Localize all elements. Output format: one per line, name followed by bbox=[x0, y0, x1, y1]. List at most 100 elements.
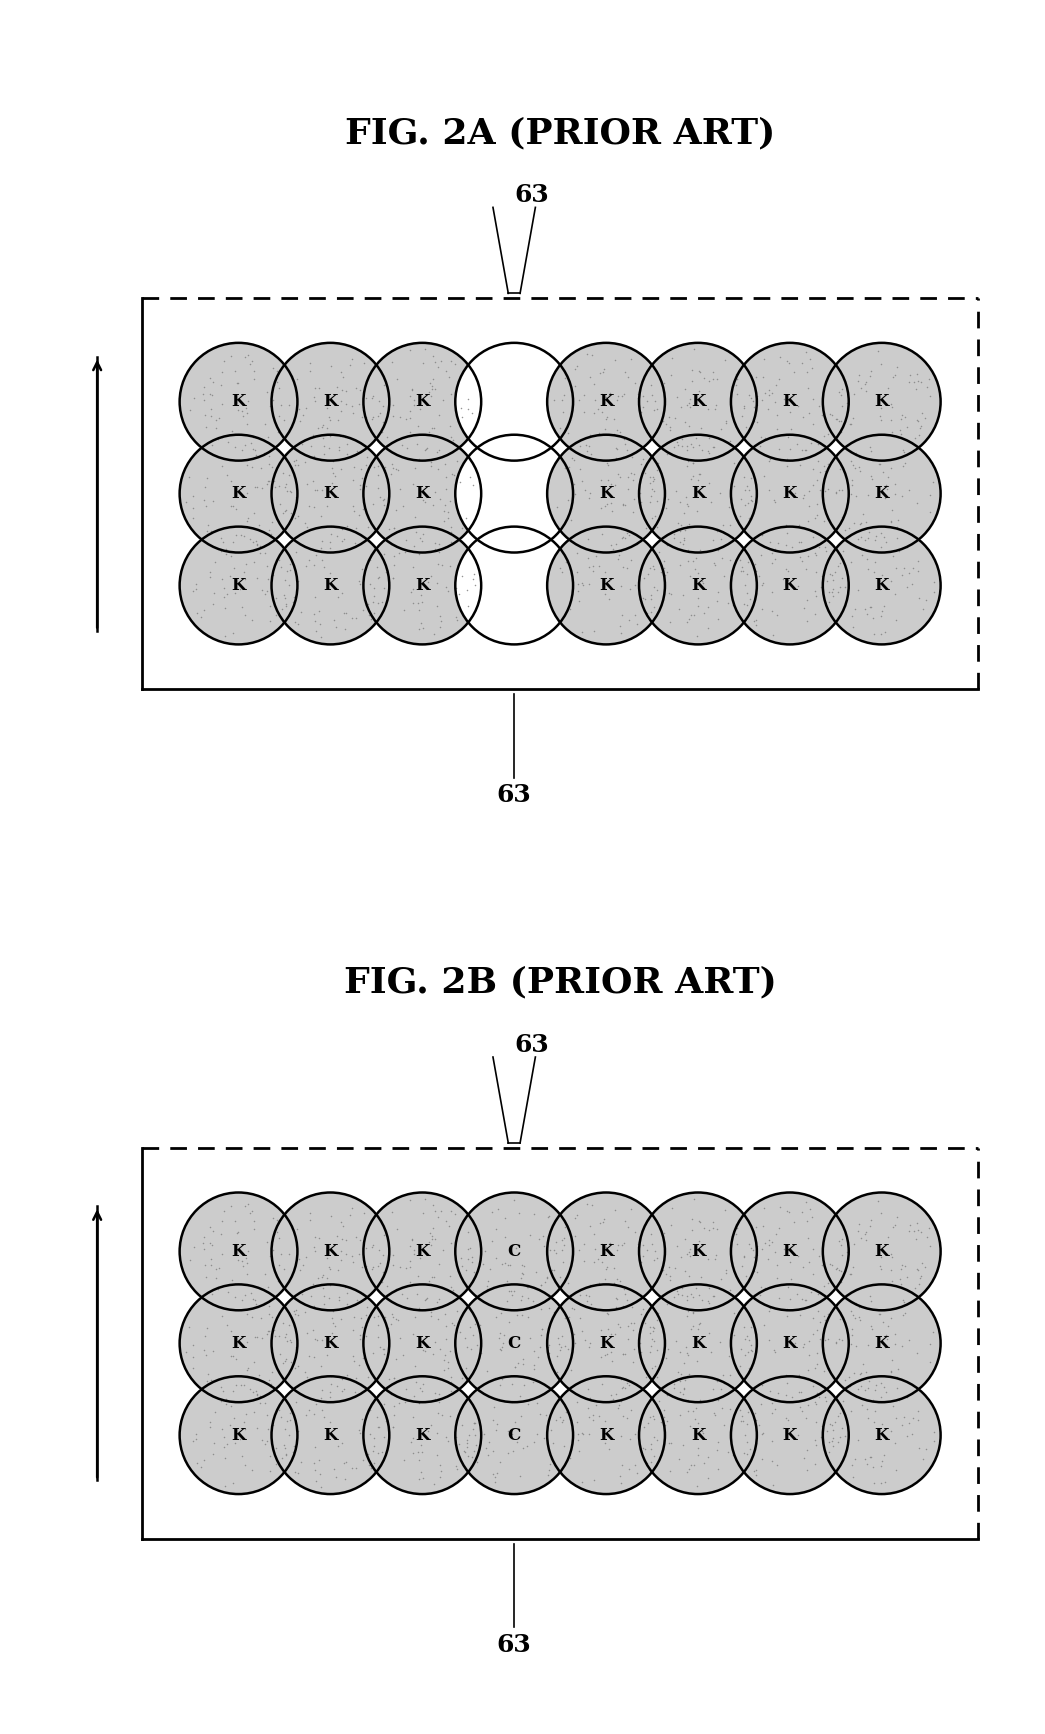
Point bbox=[331, 435, 348, 463]
Point bbox=[669, 383, 686, 411]
Point bbox=[467, 1311, 484, 1339]
Point bbox=[763, 1446, 780, 1474]
Point bbox=[769, 529, 786, 557]
Point bbox=[805, 1304, 821, 1332]
Point bbox=[529, 1342, 545, 1370]
Point bbox=[249, 1323, 265, 1351]
Point bbox=[195, 1222, 212, 1250]
Point bbox=[264, 1236, 281, 1264]
Point bbox=[200, 1359, 216, 1387]
Point bbox=[333, 1365, 350, 1392]
Point bbox=[374, 1259, 391, 1287]
Point bbox=[876, 591, 892, 619]
Point bbox=[539, 1333, 556, 1361]
Point bbox=[277, 1346, 294, 1373]
Point bbox=[893, 1332, 910, 1359]
Point bbox=[217, 541, 234, 569]
Point bbox=[199, 517, 215, 544]
Point bbox=[680, 1262, 697, 1290]
Point bbox=[682, 430, 699, 458]
Point bbox=[487, 1365, 504, 1392]
Circle shape bbox=[456, 1377, 573, 1495]
Point bbox=[479, 1274, 495, 1302]
Point bbox=[566, 480, 583, 508]
Point bbox=[897, 1252, 913, 1280]
Point bbox=[680, 1396, 697, 1424]
Point bbox=[413, 609, 429, 636]
Point bbox=[884, 364, 901, 392]
Point bbox=[486, 1392, 503, 1420]
Point bbox=[792, 543, 809, 570]
Point bbox=[185, 1332, 202, 1359]
Point bbox=[269, 1207, 285, 1235]
Point bbox=[899, 1262, 915, 1290]
Point bbox=[705, 525, 722, 553]
Point bbox=[777, 1325, 794, 1353]
Point bbox=[459, 1333, 475, 1361]
Point bbox=[307, 583, 324, 610]
Point bbox=[554, 387, 571, 414]
Point bbox=[338, 1465, 354, 1493]
Point bbox=[909, 1398, 926, 1425]
Point bbox=[597, 492, 613, 520]
Point bbox=[228, 385, 245, 413]
Point bbox=[772, 343, 789, 371]
Point bbox=[216, 1424, 233, 1451]
Point bbox=[874, 1410, 890, 1437]
Point bbox=[777, 475, 794, 503]
Point bbox=[265, 354, 282, 381]
Point bbox=[351, 567, 368, 595]
Point bbox=[462, 1235, 479, 1262]
Point bbox=[736, 1242, 752, 1269]
Point bbox=[386, 1392, 402, 1420]
Point bbox=[880, 463, 897, 491]
Point bbox=[416, 1184, 433, 1212]
Point bbox=[670, 1280, 687, 1307]
Point bbox=[832, 1306, 849, 1333]
Point bbox=[568, 1202, 585, 1229]
Point bbox=[635, 584, 652, 612]
Point bbox=[216, 623, 233, 650]
Point bbox=[834, 564, 851, 591]
Point bbox=[609, 544, 626, 572]
Point bbox=[245, 423, 261, 451]
Point bbox=[879, 1325, 896, 1353]
Point bbox=[407, 1353, 423, 1380]
Text: K: K bbox=[691, 1427, 705, 1444]
Point bbox=[348, 515, 365, 543]
Point bbox=[496, 1222, 513, 1250]
Point bbox=[551, 1330, 567, 1358]
Point bbox=[883, 506, 900, 534]
Point bbox=[382, 1380, 399, 1408]
Point bbox=[634, 1243, 651, 1271]
Point bbox=[277, 1323, 294, 1351]
Point bbox=[378, 558, 395, 586]
Point bbox=[762, 527, 779, 555]
Point bbox=[612, 572, 629, 600]
Point bbox=[392, 534, 409, 562]
Point bbox=[558, 548, 575, 576]
Point bbox=[889, 1356, 906, 1384]
Point bbox=[557, 1332, 574, 1359]
Point bbox=[204, 1231, 220, 1259]
Point bbox=[294, 1280, 310, 1307]
Point bbox=[833, 1242, 850, 1269]
Point bbox=[454, 515, 470, 543]
Point bbox=[887, 361, 904, 388]
Point bbox=[227, 357, 243, 385]
Point bbox=[181, 1313, 198, 1340]
Point bbox=[257, 411, 274, 439]
Point bbox=[356, 1436, 373, 1463]
Point bbox=[803, 1278, 819, 1306]
Point bbox=[421, 369, 438, 397]
Point bbox=[459, 576, 475, 603]
Point bbox=[246, 435, 262, 463]
Point bbox=[205, 1439, 222, 1467]
Point bbox=[219, 428, 236, 456]
Point bbox=[786, 359, 803, 387]
Point bbox=[426, 1379, 443, 1406]
Point bbox=[682, 1280, 699, 1307]
Point bbox=[276, 498, 293, 525]
Point bbox=[585, 617, 602, 645]
Point bbox=[396, 1389, 413, 1417]
